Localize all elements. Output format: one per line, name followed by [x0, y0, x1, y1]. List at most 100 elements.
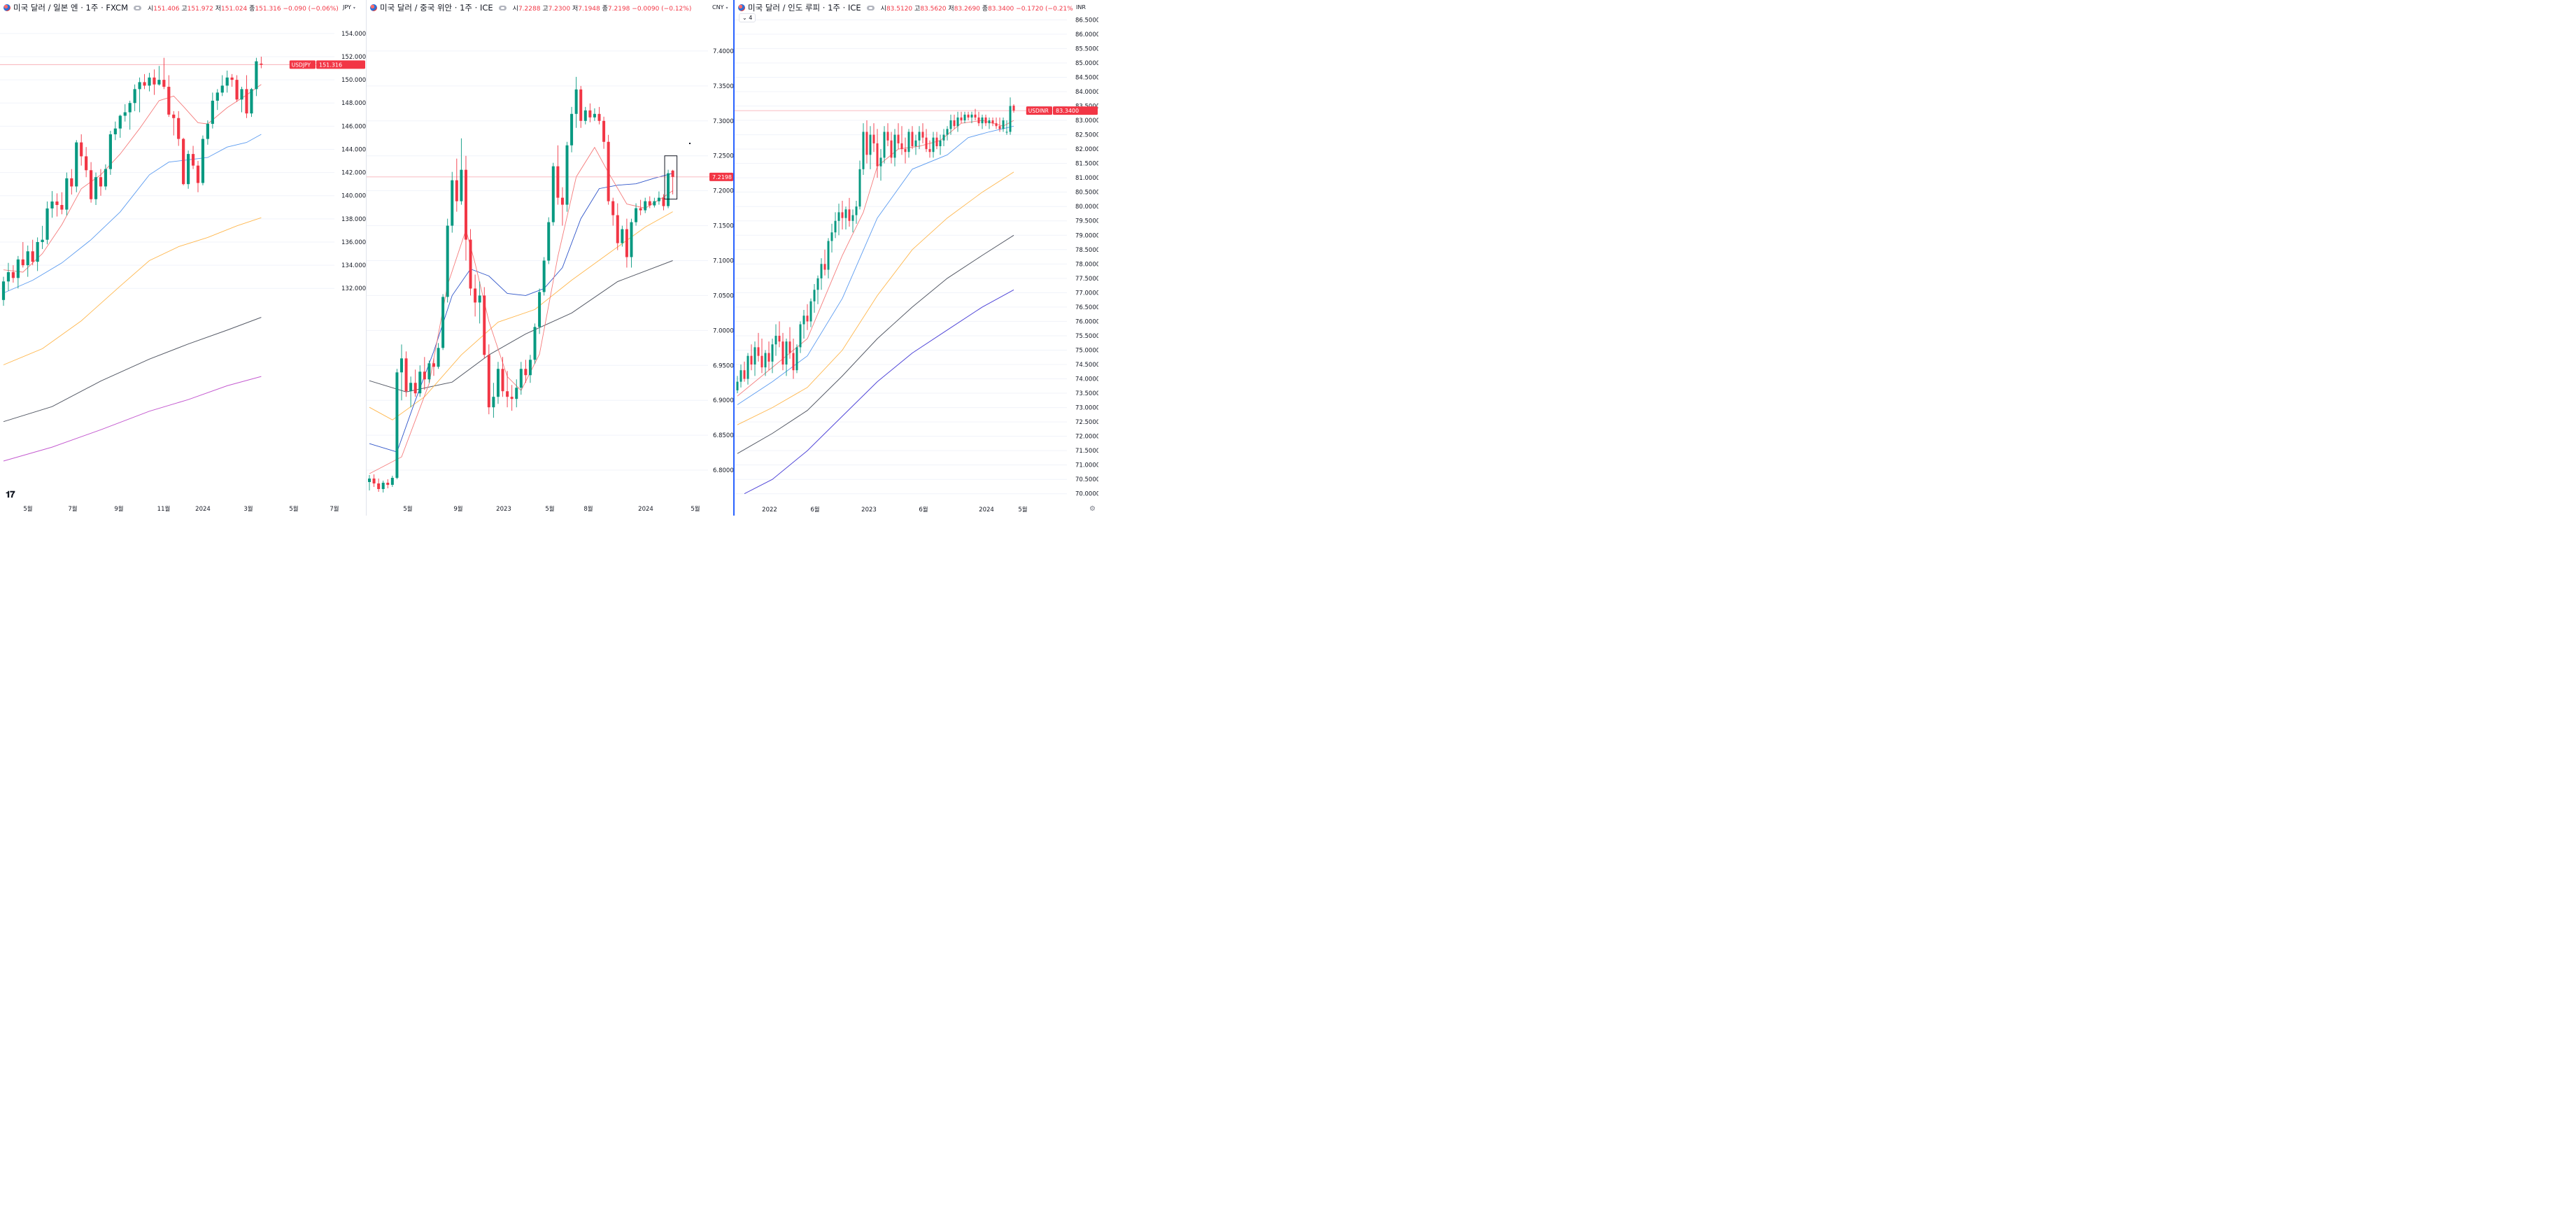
- candle: [560, 187, 564, 226]
- candle-body: [446, 225, 449, 297]
- y-tick-label: 6.8500: [713, 432, 734, 439]
- candle: [423, 357, 426, 390]
- candle: [533, 323, 537, 364]
- candle-body: [386, 483, 390, 486]
- candle: [501, 357, 504, 397]
- candle-body: [858, 169, 861, 207]
- candle: [50, 191, 54, 218]
- candle-body: [739, 370, 742, 382]
- candle-body: [588, 110, 592, 118]
- x-tick-label: 2024: [195, 506, 211, 513]
- candle: [255, 57, 258, 97]
- x-tick-label: 11월: [157, 505, 171, 513]
- ma100-line: [3, 317, 262, 423]
- candle-body: [644, 201, 647, 211]
- symbol-title[interactable]: 미국 달러 / 일본 엔 · 1주 · FXCM: [13, 3, 128, 13]
- eye-icon[interactable]: [866, 5, 875, 10]
- candle-body: [104, 169, 108, 187]
- candle-body: [108, 134, 112, 169]
- candle-body: [778, 335, 781, 342]
- candle-body: [785, 341, 788, 364]
- candle: [855, 201, 858, 224]
- candle: [851, 209, 854, 233]
- candle-body: [551, 166, 555, 222]
- candle-body: [556, 166, 560, 198]
- candle: [215, 89, 219, 111]
- y-tick-label: 7.1000: [713, 257, 734, 264]
- candle-body: [974, 114, 977, 118]
- candle-body: [648, 201, 651, 206]
- candle-body: [162, 80, 166, 87]
- candle: [133, 84, 136, 111]
- currency-selector[interactable]: CNY ▾: [709, 3, 731, 11]
- y-tick-label: 7.2500: [713, 153, 734, 160]
- chart-canvas-usdjpy[interactable]: 154.000 152.000 150.000 148.000 146.000 144.0…: [0, 0, 366, 516]
- candle-body: [528, 360, 532, 376]
- tradingview-logo-icon[interactable]: 𝟏𝟕: [6, 490, 15, 500]
- x-tick-label: 3월: [243, 505, 253, 513]
- candle-body: [235, 80, 239, 100]
- x-tick-label: 2024: [979, 507, 994, 514]
- candle: [437, 343, 440, 369]
- candle: [240, 87, 243, 113]
- y-tick-label: 70.0000: [1075, 491, 1098, 498]
- candle-body: [841, 212, 844, 218]
- candle: [771, 339, 774, 374]
- x-tick-label: 5월: [23, 505, 32, 513]
- x-tick-label: 5월: [1018, 506, 1027, 514]
- candle-body: [757, 347, 760, 356]
- currency-selector[interactable]: INR: [1073, 3, 1089, 11]
- chart-canvas-usdcny[interactable]: 7.4000 7.3500 7.3000 7.2500 7.2000 7.1500 7.10…: [367, 0, 734, 516]
- indicators-collapse-button[interactable]: ⌄ 4: [739, 13, 756, 22]
- y-tick-label: 6.9000: [713, 397, 734, 404]
- candle-body: [865, 132, 868, 155]
- chart-panel-usdjpy[interactable]: 154.000 152.000 150.000 148.000 146.000 144.0…: [0, 0, 366, 516]
- gear-icon[interactable]: ⚙: [1089, 505, 1096, 513]
- candle: [451, 171, 454, 233]
- candle: [799, 321, 802, 353]
- candle-body: [813, 290, 816, 302]
- y-tick-label: 80.5000: [1075, 190, 1098, 197]
- currency-selector[interactable]: JPY ▾: [340, 3, 358, 11]
- symbol-title[interactable]: 미국 달러 / 인도 루피 · 1주 · ICE: [748, 3, 861, 13]
- symbol-title[interactable]: 미국 달러 / 중국 위안 · 1주 · ICE: [380, 3, 493, 13]
- candle-body: [464, 169, 467, 240]
- chart-panel-usdcny[interactable]: 7.4000 7.3500 7.3000 7.2500 7.2000 7.1500 7.10…: [366, 0, 734, 516]
- candle: [820, 258, 823, 290]
- candle-body: [172, 114, 176, 118]
- candle: [816, 275, 819, 304]
- y-tick-label: 86.0000: [1075, 31, 1098, 38]
- candle: [138, 77, 141, 113]
- candle-body: [774, 335, 777, 345]
- candle-body: [995, 123, 998, 127]
- chart-panel-usdinr[interactable]: 86.5000 86.0000 85.5000 85.0000 84.5000 84.00…: [733, 0, 1098, 516]
- ohlc-values: 시7.2288 고7.2300 저7.1948 종7.2198 −0.0090 …: [512, 5, 692, 13]
- candle: [16, 255, 20, 289]
- candle: [55, 193, 59, 217]
- candle-body: [597, 113, 601, 121]
- candle-body: [932, 137, 935, 153]
- y-tick-label: 7.2000: [713, 188, 734, 195]
- eye-icon[interactable]: [498, 5, 507, 10]
- candle: [404, 351, 408, 397]
- candle: [837, 204, 840, 236]
- candle: [886, 123, 889, 146]
- price-label-value: 83.3400: [1056, 108, 1079, 114]
- candle-body: [427, 363, 431, 380]
- candle: [157, 66, 161, 86]
- candle: [45, 201, 49, 245]
- x-tick-label: 6월: [919, 506, 928, 514]
- candle: [21, 241, 24, 268]
- candle: [858, 160, 861, 210]
- candle: [792, 339, 795, 379]
- candle: [928, 140, 931, 158]
- candle: [671, 169, 674, 194]
- candle: [556, 145, 560, 205]
- y-tick-label: 75.5000: [1075, 333, 1098, 340]
- candle: [108, 130, 112, 175]
- eye-icon[interactable]: [134, 5, 141, 10]
- candle-body: [1, 281, 6, 300]
- chart-canvas-usdinr[interactable]: 86.5000 86.0000 85.5000 85.0000 84.5000 84.00…: [735, 0, 1098, 516]
- y-tick-label: 72.5000: [1075, 419, 1098, 426]
- y-tick-label: 82.5000: [1075, 132, 1098, 139]
